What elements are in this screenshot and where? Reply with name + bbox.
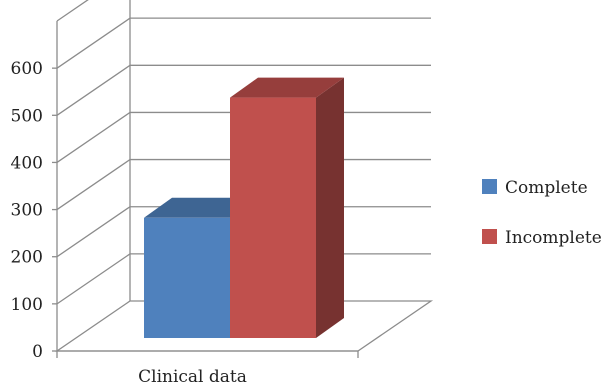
gridlines [56,0,431,305]
y-axis: 0 100 200 300 400 500 600 [11,59,57,362]
y-tick-label: 0 [32,342,43,362]
gridline [56,17,431,69]
x-axis: Clinical data [56,350,359,387]
y-tick-label: 500 [11,106,43,126]
y-tick-label: 400 [11,153,43,173]
legend-label-incomplete: Incomplete [505,228,602,248]
bar-top-complete [144,197,258,218]
bars [144,77,344,338]
legend: Complete Incomplete [482,178,602,248]
legend-swatch-incomplete [482,229,497,244]
bar-incomplete [230,97,316,338]
bar-complete [144,217,230,338]
gridline [56,64,431,116]
bar-top-incomplete [230,77,344,98]
legend-label-complete: Complete [505,178,588,198]
legend-swatch-complete [482,179,497,194]
bar-side-incomplete [316,77,344,338]
gridline [56,0,89,22]
x-category-label: Clinical data [138,367,247,386]
y-tick-label: 600 [11,59,43,79]
y-tick-label: 300 [11,201,43,221]
y-tick-label: 100 [11,295,43,315]
y-tick-label: 200 [11,248,43,268]
